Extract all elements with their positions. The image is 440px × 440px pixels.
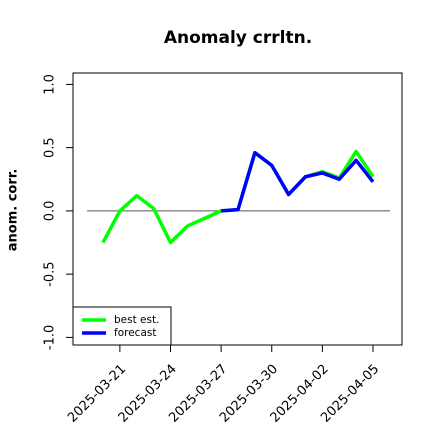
chart-title: Anomaly crrltn. — [164, 28, 312, 48]
y-tick-label: 0.0 — [43, 201, 58, 222]
legend-label: best est. — [114, 314, 159, 326]
series-line — [101, 149, 375, 245]
legend-box — [72, 306, 172, 346]
y-tick-label: 1.0 — [43, 74, 58, 95]
y-tick-label: -1.0 — [43, 325, 58, 350]
y-tick-label: 0.5 — [43, 137, 58, 158]
plot-frame — [72, 72, 403, 346]
legend-label: forecast — [114, 327, 156, 339]
series-line — [220, 150, 375, 213]
y-axis-label: anom. corr. — [6, 169, 21, 252]
y-tick-label: -0.5 — [43, 261, 58, 286]
